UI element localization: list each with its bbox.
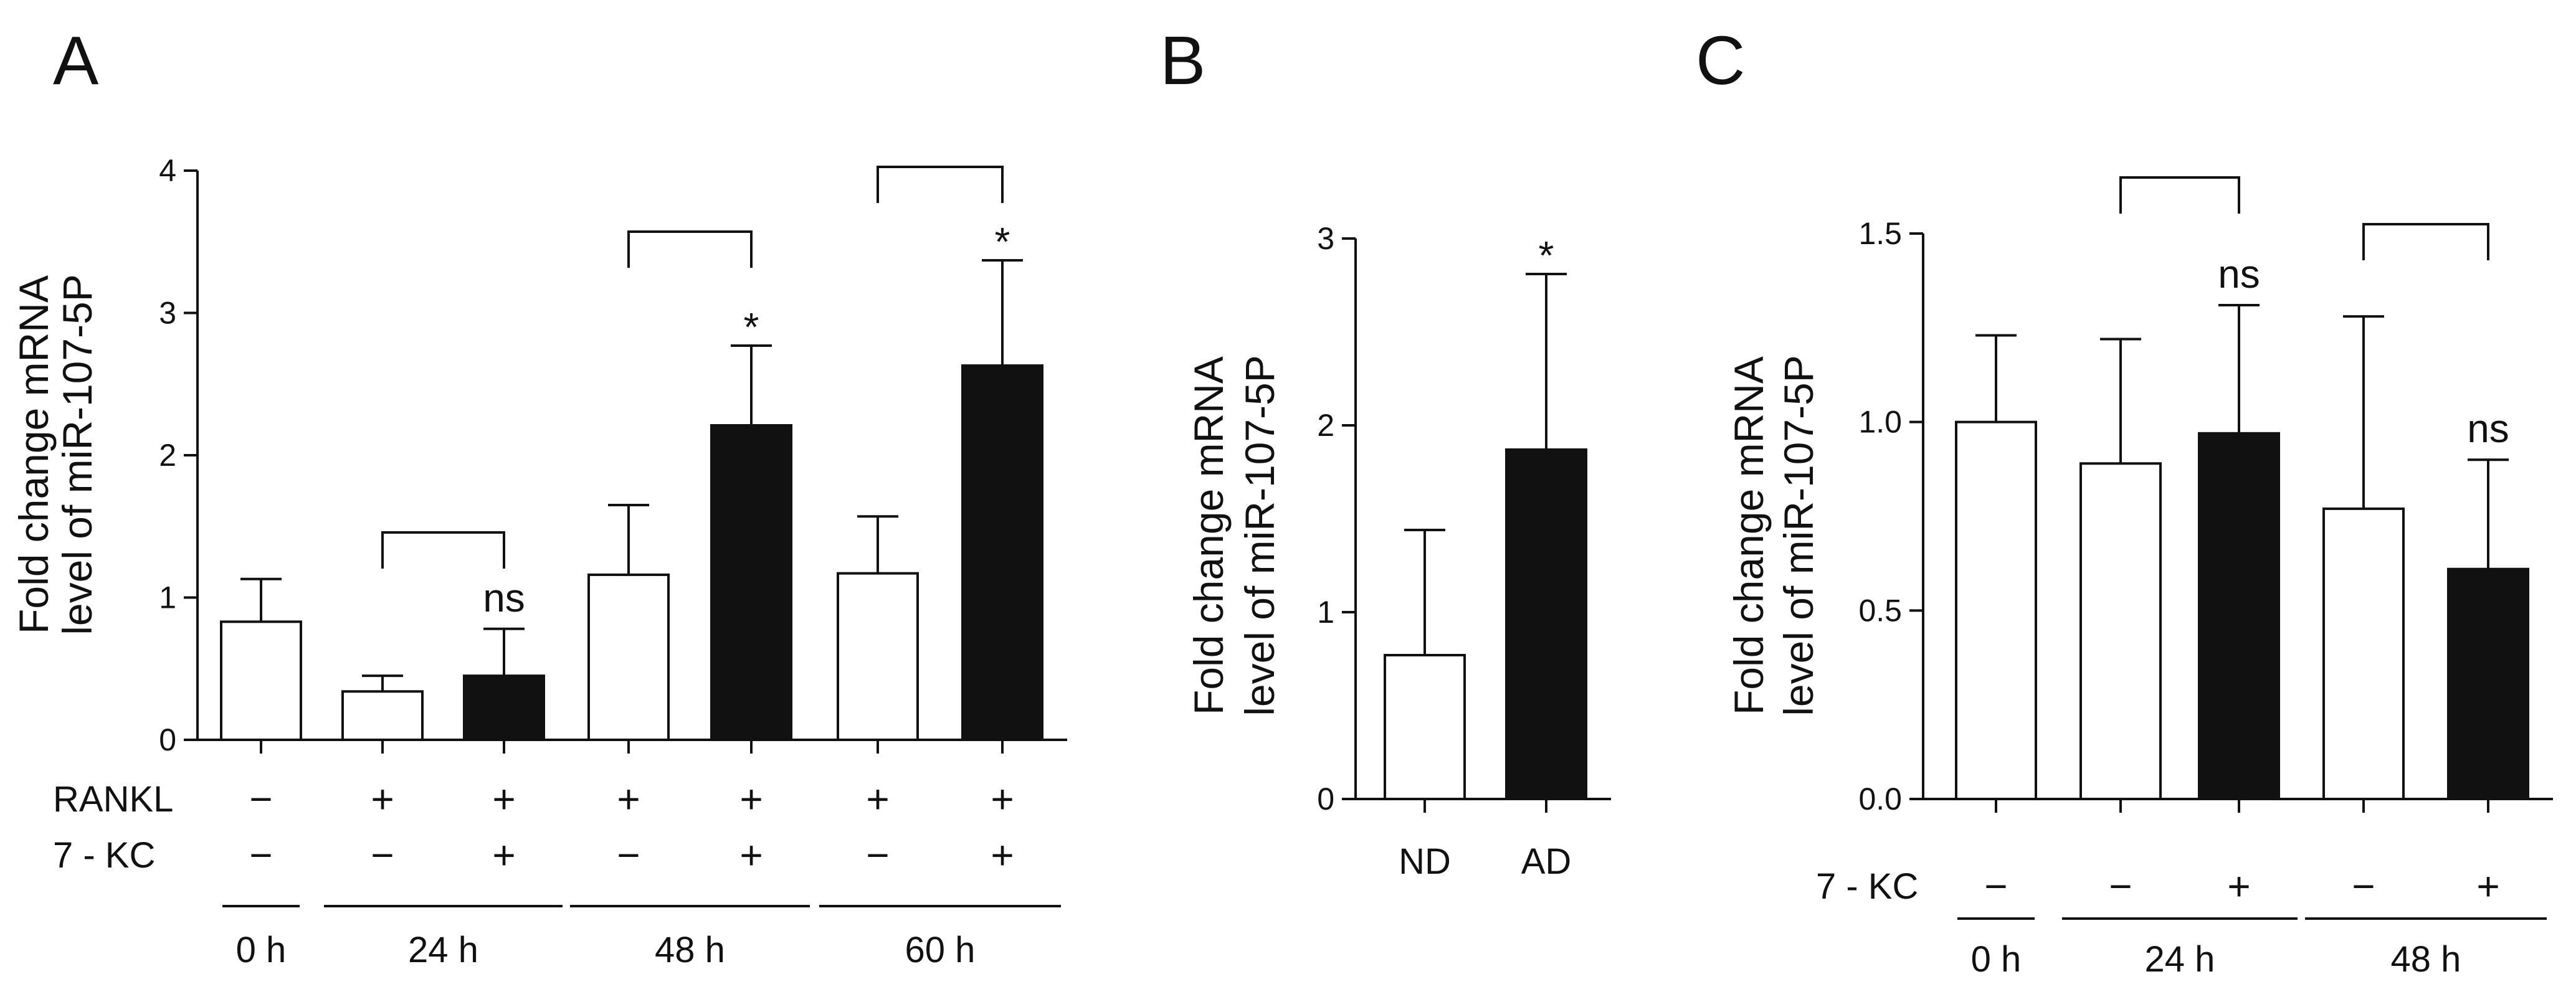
time-group-label: 24 h <box>408 930 478 970</box>
treatment-sign: + <box>492 777 515 821</box>
treatment-row-label: 7 - KC <box>53 835 155 876</box>
treatment-sign: + <box>2476 864 2499 909</box>
y-axis-label: Fold change mRNA <box>11 275 57 634</box>
treatment-sign: − <box>2109 864 2132 909</box>
bar-treated <box>2198 432 2280 800</box>
treatment-sign: − <box>249 777 272 821</box>
category-label: ND <box>1399 841 1451 882</box>
treatment-sign: + <box>991 833 1014 877</box>
panel-c: C Fold change mRNA level of miR-107-5P 0.0 0… <box>1696 22 2553 980</box>
panel-label: A <box>53 22 99 99</box>
treatment-sign: + <box>739 777 763 821</box>
y-axis-label: level of miR-107-5P <box>1237 355 1283 716</box>
significance-ns: ns <box>483 575 525 620</box>
treatment-sign: + <box>991 777 1014 821</box>
treatment-row-label: 7 - KC <box>1816 866 1918 907</box>
time-group-label: 60 h <box>905 930 976 970</box>
bar-control <box>587 573 670 741</box>
y-axis-label: Fold change mRNA <box>1186 356 1232 715</box>
comparison-bracket <box>381 531 505 569</box>
y-tick-label: 0 <box>1317 782 1334 816</box>
y-axis-label: Fold change mRNA <box>1726 356 1772 715</box>
y-tick-label: 0.5 <box>1858 593 1902 628</box>
y-tick-label: 1 <box>1317 595 1334 630</box>
treatment-sign: + <box>739 833 763 877</box>
treatment-sign: − <box>371 833 394 877</box>
y-tick-label: 0 <box>159 722 176 757</box>
time-group-label: 48 h <box>655 930 725 970</box>
panel-label: B <box>1160 22 1205 99</box>
treatment-sign: − <box>249 833 272 877</box>
treatment-row-label: RANKL <box>53 779 173 820</box>
comparison-bracket <box>877 166 1004 203</box>
y-tick-label: 1 <box>159 580 176 615</box>
bar-treated <box>961 364 1043 741</box>
comparison-bracket <box>627 230 753 268</box>
significance-ns: ns <box>2467 406 2509 451</box>
y-tick-label: 0.0 <box>1858 782 1902 816</box>
y-axis-label: level of miR-107-5P <box>54 274 100 635</box>
time-group-label: 48 h <box>2391 939 2461 980</box>
bar-control <box>2079 462 2162 800</box>
category-label: AD <box>1521 841 1572 882</box>
comparison-bracket <box>2362 223 2489 260</box>
y-tick-label: 4 <box>159 153 176 188</box>
y-axis-label: level of miR-107-5P <box>1775 355 1822 716</box>
y-tick-label: 2 <box>1317 408 1334 443</box>
treatment-sign: + <box>371 777 394 821</box>
panel-b: B Fold change mRNA level of miR-107-5P 0 1 2 3… <box>1160 22 1611 882</box>
bar-control <box>837 572 919 742</box>
y-tick-label: 3 <box>1317 221 1334 256</box>
bar-treated <box>2447 567 2529 800</box>
bar-control <box>220 620 302 741</box>
time-group-label: 0 h <box>1971 939 2022 980</box>
y-tick-label: 1.5 <box>1858 216 1902 251</box>
significance-star: * <box>995 219 1010 264</box>
y-tick-label: 2 <box>159 438 176 473</box>
significance-star: * <box>744 305 759 349</box>
y-tick-label: 3 <box>159 296 176 331</box>
time-group-label: 0 h <box>236 930 287 970</box>
bar-control <box>341 690 424 742</box>
treatment-sign: + <box>617 777 640 821</box>
time-group-label: 24 h <box>2145 939 2215 980</box>
treatment-sign: + <box>2227 864 2250 909</box>
treatment-sign: − <box>2352 864 2375 909</box>
comparison-bracket <box>2119 176 2240 214</box>
treatment-sign: − <box>1984 864 2007 909</box>
significance-ns: ns <box>2218 252 2260 296</box>
treatment-sign: + <box>492 833 515 877</box>
treatment-sign: − <box>617 833 640 877</box>
bar-treated <box>710 424 792 741</box>
treatment-sign: + <box>866 777 889 821</box>
bar-control <box>1955 420 2037 800</box>
panel-label: C <box>1696 22 1745 99</box>
treatment-sign: − <box>866 833 889 877</box>
y-tick-label: 1.0 <box>1858 405 1902 440</box>
bar-control <box>1384 654 1466 800</box>
bar-control <box>2322 507 2405 800</box>
bar-treated <box>463 674 545 742</box>
bar-treated <box>1505 448 1587 800</box>
significance-star: * <box>1539 233 1554 278</box>
